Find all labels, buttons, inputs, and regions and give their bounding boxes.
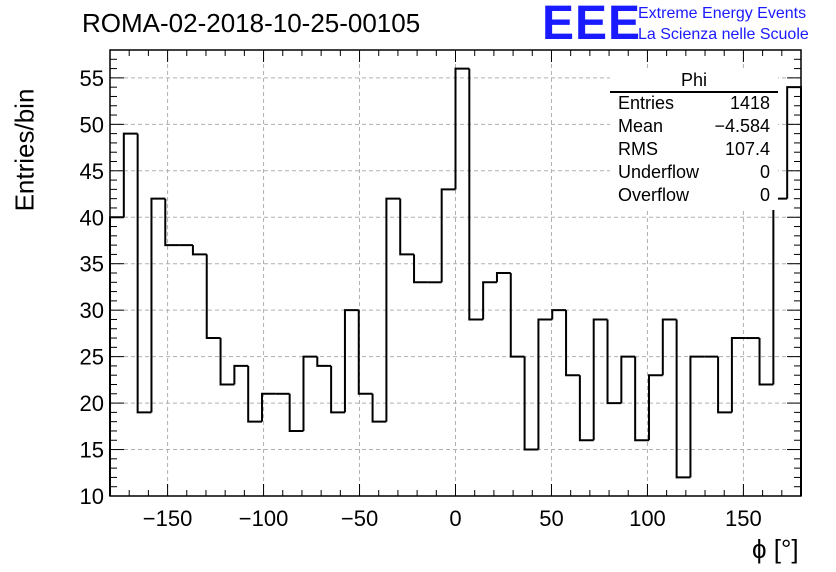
histogram-bin — [288, 393, 304, 432]
histogram-bin — [509, 273, 525, 358]
y-tick-label: 15 — [80, 438, 104, 463]
x-tick-label: 150 — [725, 506, 762, 531]
histogram-bin — [233, 364, 249, 385]
stats-label: Underflow — [618, 162, 700, 182]
stats-divider — [610, 91, 778, 93]
y-tick-label: 45 — [80, 159, 104, 184]
x-tick-label: −150 — [143, 506, 193, 531]
x-tick-label: 0 — [449, 506, 461, 531]
histogram-bin — [330, 365, 345, 414]
stats-label: RMS — [618, 139, 658, 159]
histogram-bin — [689, 355, 705, 478]
histogram-bin — [578, 375, 594, 442]
y-tick-label: 10 — [80, 484, 104, 509]
y-tick-label: 55 — [80, 66, 104, 91]
chart-title: ROMA-02-2018-10-25-00105 — [82, 8, 421, 38]
histogram-bin — [136, 133, 152, 414]
histogram-bin — [385, 197, 401, 422]
x-axis-label: ϕ [°] — [752, 534, 799, 564]
histogram-bin — [219, 338, 235, 386]
y-tick-label: 20 — [80, 391, 104, 416]
histogram-bin — [440, 188, 456, 283]
histogram-bin — [551, 309, 567, 320]
stats-value: 1418 — [729, 93, 770, 113]
x-tick-label: 50 — [539, 506, 563, 531]
y-tick-label: 30 — [80, 298, 104, 323]
histogram-bin — [343, 309, 359, 413]
histogram-bin — [122, 132, 138, 218]
x-tick-label: −50 — [341, 506, 378, 531]
stats-value: −4.584 — [714, 116, 770, 136]
y-axis-label-wrap: Entries/bin — [10, 89, 40, 212]
histogram-bin — [357, 310, 373, 395]
histogram-bin — [606, 319, 622, 405]
histogram-bin — [495, 272, 511, 283]
histogram-bin — [482, 281, 497, 320]
histogram-bin — [537, 318, 553, 450]
eee-logo-mark: EEE — [542, 0, 642, 50]
y-tick-label: 40 — [80, 205, 104, 230]
histogram-bin — [261, 392, 276, 422]
y-axis-label: Entries/bin — [9, 88, 40, 212]
histogram-bin — [413, 254, 428, 284]
histogram-bin — [191, 245, 207, 256]
x-tick-label: 100 — [629, 506, 666, 531]
stats-value: 0 — [759, 162, 770, 182]
stats-box: Phi Entries 1418 Mean −4.584 RMS 107.4 U… — [610, 70, 778, 210]
histogram-bin — [316, 356, 332, 367]
stats-row-underflow: Underflow 0 — [618, 162, 770, 185]
stats-value: 107.4 — [724, 139, 770, 159]
logo-line-1: Extreme Energy Events — [638, 5, 807, 22]
histogram-bin — [468, 68, 484, 321]
histogram-bin — [565, 310, 580, 377]
histogram-bin — [661, 318, 677, 376]
histogram-bin — [205, 254, 221, 340]
stats-label: Entries — [618, 93, 675, 113]
stats-label: Overflow — [618, 185, 690, 205]
stats-name: Phi — [680, 70, 707, 90]
y-tick-label: 35 — [80, 252, 104, 277]
stats-row-rms: RMS 107.4 — [618, 139, 770, 162]
histogram-bin — [150, 197, 166, 413]
histogram-bin — [730, 337, 746, 413]
histogram-bin — [675, 319, 691, 479]
stats-value: 0 — [759, 185, 770, 205]
histogram-bin — [454, 67, 470, 190]
histogram-bin — [758, 338, 774, 386]
histogram-bin — [371, 393, 387, 423]
logo-line-2: La Scienza nelle Scuole — [638, 26, 809, 43]
histogram-bin — [399, 198, 415, 256]
stats-row-overflow: Overflow 0 — [618, 185, 770, 208]
histogram-bin — [302, 355, 318, 431]
stats-label: Mean — [618, 116, 664, 136]
histogram-bin — [647, 374, 663, 441]
histogram-bin — [523, 356, 539, 451]
histogram-bin — [634, 356, 649, 442]
y-tick-label: 25 — [80, 345, 104, 370]
axes: −150 −100 −50 0 50 100 150 10 15 20 25 30 35 40 45 50 55 — [80, 49, 802, 531]
y-tick-label: 50 — [80, 112, 104, 137]
histogram-bin — [717, 356, 732, 414]
eee-logo: EEE Extreme Energy Events La Scienza nel… — [542, 0, 832, 50]
x-tick-label: −100 — [239, 506, 289, 531]
stats-row-entries: Entries 1418 — [618, 93, 770, 116]
histogram-bin — [620, 355, 636, 404]
histogram-bin — [592, 318, 608, 441]
stats-row-mean: Mean −4.584 — [618, 116, 770, 139]
histogram-bin — [247, 365, 263, 423]
histogram-bin — [164, 198, 180, 247]
